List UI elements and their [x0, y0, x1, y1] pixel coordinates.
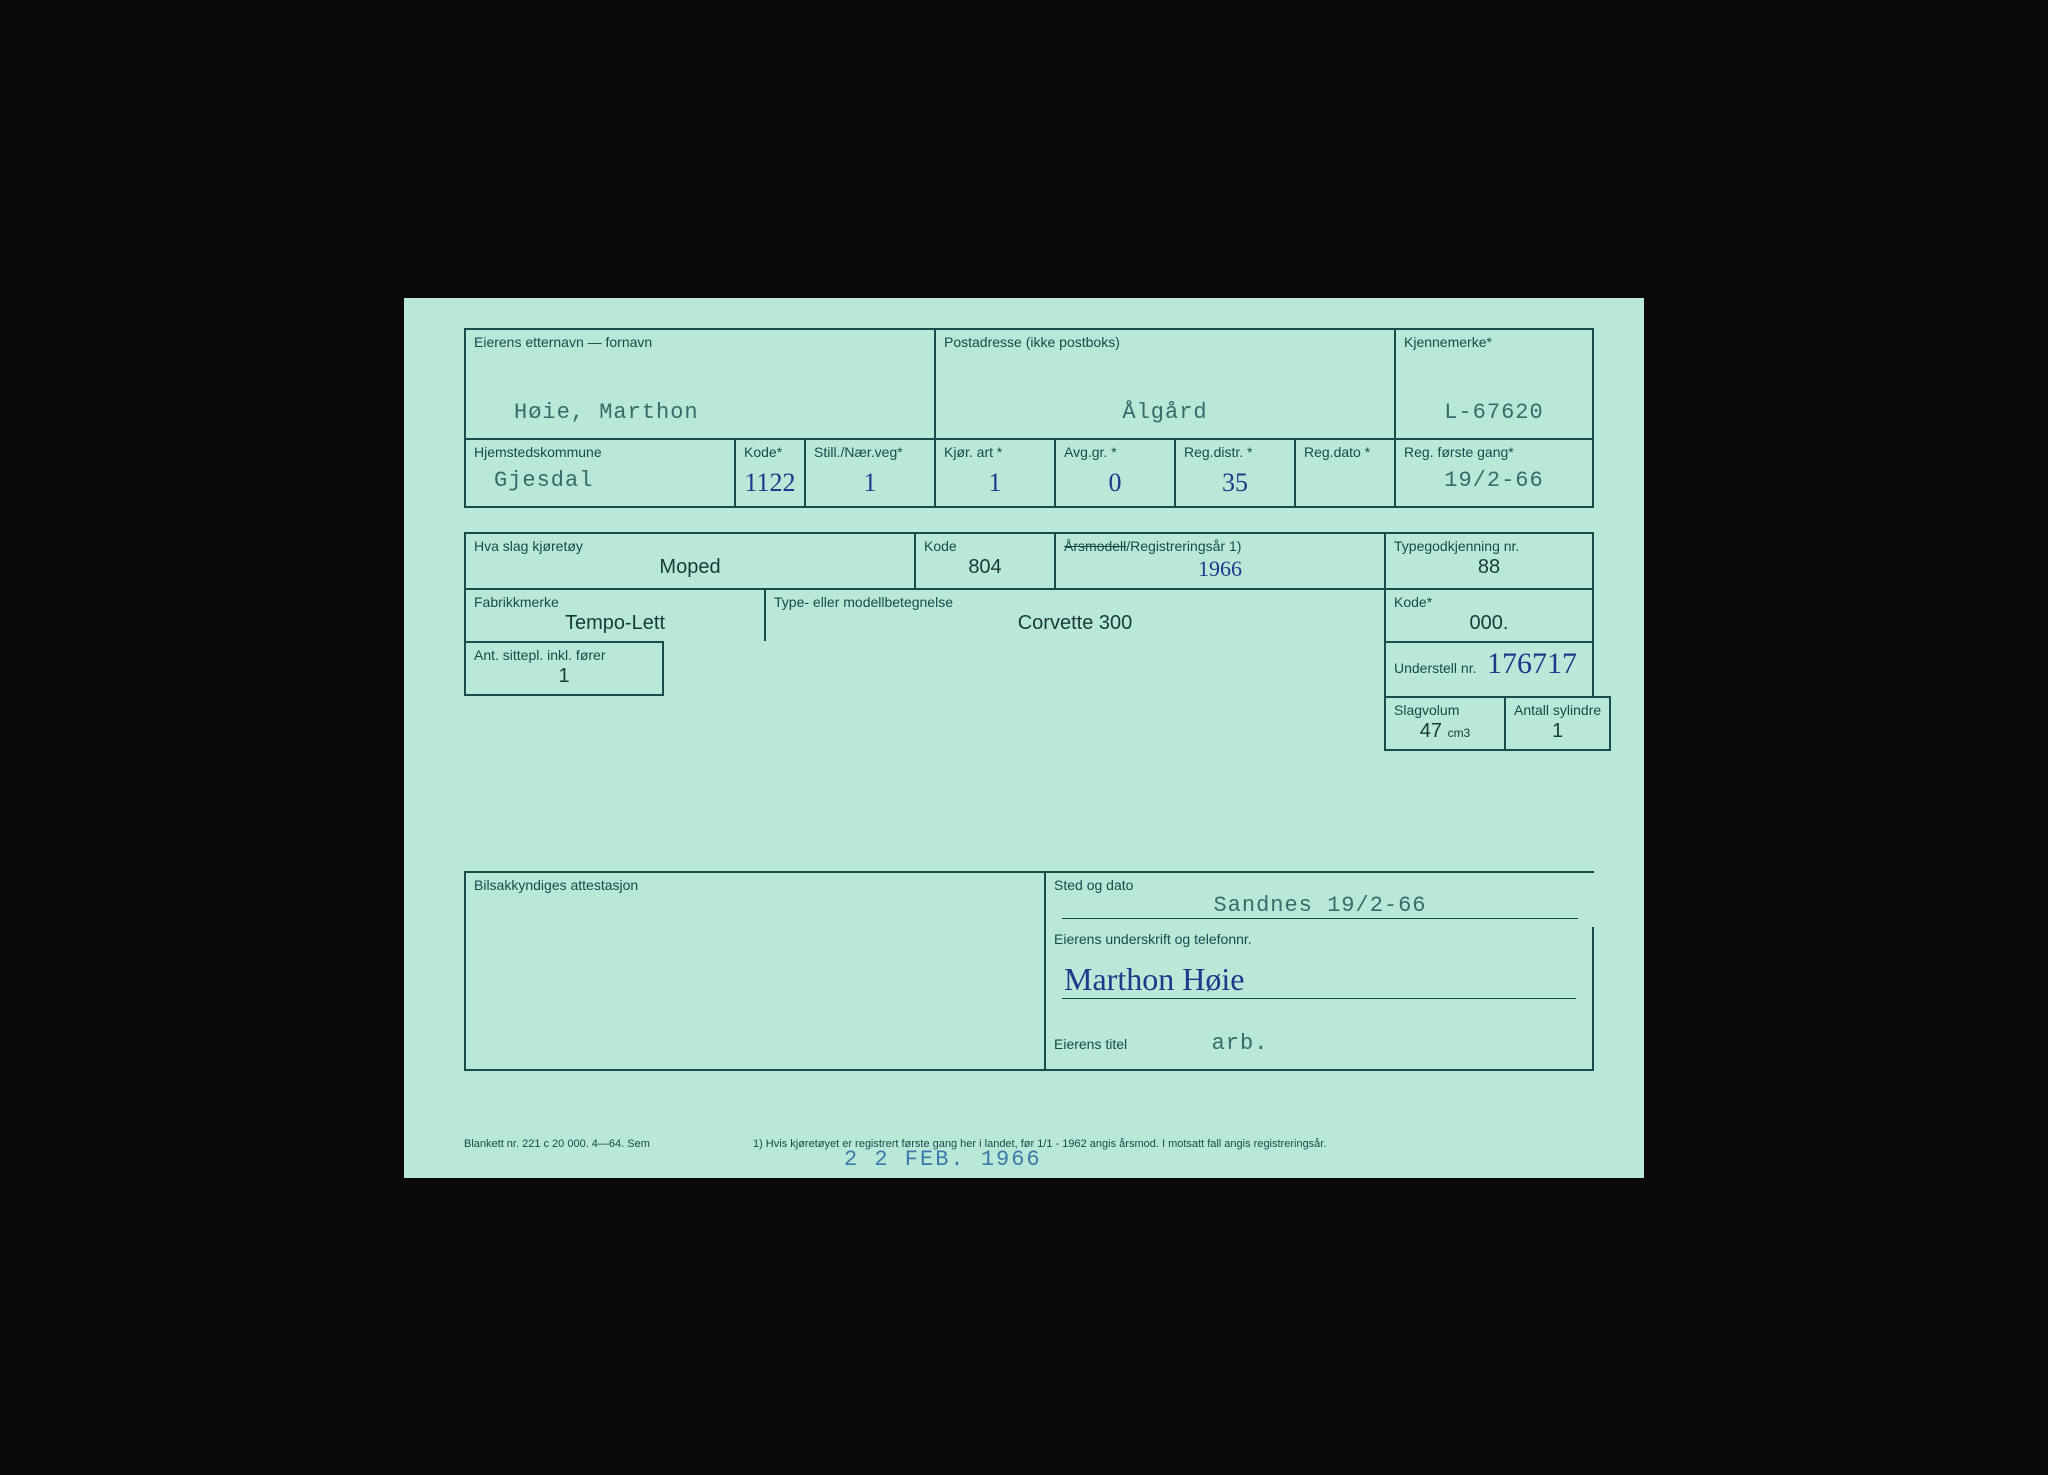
- label-reg-ar: Årsmodell/Registreringsår 1): [1064, 538, 1376, 554]
- value-sted-dato: Sandnes 19/2-66: [1062, 893, 1578, 918]
- label-avg-gr: Avg.gr. *: [1064, 444, 1166, 460]
- label-ant-sitte: Ant. sittepl. inkl. fører: [474, 647, 654, 663]
- value-hjemsted: Gjesdal: [474, 468, 726, 493]
- value-reg-forste: 19/2-66: [1404, 468, 1584, 493]
- label-still: Still./Nær.veg*: [814, 444, 926, 460]
- value-kjennemerke: L-67620: [1404, 400, 1584, 425]
- field-avg-gr: Avg.gr. * 0: [1054, 438, 1174, 508]
- value-kjor-art: 1: [944, 468, 1046, 498]
- value-owner-name: Høie, Marthon: [474, 400, 926, 425]
- label-slagvolum: Slagvolum: [1394, 702, 1496, 718]
- section-attestation: Bilsakkyndiges attestasjon Sted og dato …: [464, 871, 1594, 1071]
- value-fabrikk: Tempo-Lett: [474, 612, 756, 635]
- registration-card: Eierens etternavn — fornavn Høie, Martho…: [404, 298, 1644, 1178]
- field-kode: Kode* 1122: [734, 438, 804, 508]
- label-type-modell: Type- eller modellbetegnelse: [774, 594, 1376, 610]
- label-reg-distr: Reg.distr. *: [1184, 444, 1286, 460]
- field-fabrikk: Fabrikkmerke Tempo-Lett: [464, 588, 764, 641]
- label-fabrikk: Fabrikkmerke: [474, 594, 756, 610]
- field-reg-forste: Reg. første gang* 19/2-66: [1394, 438, 1594, 508]
- label-hva-slag: Hva slag kjøretøy: [474, 538, 906, 554]
- value-reg-distr: 35: [1184, 468, 1286, 498]
- label-eier-under: Eierens underskrift og telefonnr.: [1054, 931, 1584, 947]
- value-post-address: Ålgård: [944, 400, 1386, 425]
- label-post-address: Postadresse (ikke postboks): [944, 334, 1386, 350]
- value-ant-sitte: 1: [474, 665, 654, 688]
- field-reg-dato: Reg.dato *: [1294, 438, 1394, 508]
- value-typegodk: 88: [1394, 556, 1584, 579]
- field-kode2: Kode 804: [914, 532, 1054, 588]
- date-stamp: 2 2 FEB. 1966: [844, 1147, 1042, 1172]
- field-sted-dato: Sted og dato Sandnes 19/2-66: [1044, 871, 1594, 927]
- field-ant-syl: Antall sylindre 1: [1504, 696, 1611, 751]
- value-hva-slag: Moped: [474, 556, 906, 579]
- field-type-modell: Type- eller modellbetegnelse Corvette 30…: [764, 588, 1384, 641]
- value-avg-gr: 0: [1064, 468, 1166, 498]
- field-slagvolum: Slagvolum 47 cm3: [1384, 696, 1504, 751]
- label-kjennemerke: Kjennemerke*: [1404, 334, 1584, 350]
- label-reg-dato: Reg.dato *: [1304, 444, 1386, 460]
- field-eier-under: Eierens underskrift og telefonnr. Martho…: [1044, 927, 1594, 1027]
- field-kjor-art: Kjør. art * 1: [934, 438, 1054, 508]
- field-eier-titel: Eierens titel arb.: [1044, 1027, 1594, 1071]
- value-understell: 176717: [1487, 647, 1577, 680]
- label-sted-dato: Sted og dato: [1054, 877, 1586, 893]
- label-hjemsted: Hjemstedskommune: [474, 444, 726, 460]
- label-kode: Kode*: [744, 444, 796, 460]
- label-eier-titel: Eierens titel: [1054, 1036, 1127, 1052]
- field-bilsakk: Bilsakkyndiges attestasjon: [464, 871, 1044, 1071]
- value-still: 1: [814, 468, 926, 498]
- field-kjennemerke: Kjennemerke* L-67620: [1394, 328, 1594, 438]
- label-understell: Understell nr.: [1394, 660, 1476, 676]
- field-ant-sitte: Ant. sittepl. inkl. fører 1: [464, 641, 664, 696]
- value-slagvolum: 47 cm3: [1394, 720, 1496, 743]
- field-reg-ar: Årsmodell/Registreringsår 1) 1966: [1054, 532, 1384, 588]
- field-still: Still./Nær.veg* 1: [804, 438, 934, 508]
- label-kode2: Kode: [924, 538, 1046, 554]
- label-reg-forste: Reg. første gang*: [1404, 444, 1584, 460]
- value-kode3: 000.: [1394, 612, 1584, 635]
- footnote-blankett: Blankett nr. 221 c 20 000. 4—64. Sem: [464, 1138, 650, 1150]
- value-ant-syl: 1: [1514, 720, 1601, 743]
- value-eier-titel: arb.: [1212, 1031, 1269, 1056]
- label-ant-syl: Antall sylindre: [1514, 702, 1601, 718]
- field-hva-slag: Hva slag kjøretøy Moped: [464, 532, 914, 588]
- field-understell: Understell nr. 176717: [1384, 641, 1594, 696]
- field-typegodk: Typegodkjenning nr. 88: [1384, 532, 1594, 588]
- label-kode3: Kode*: [1394, 594, 1584, 610]
- value-signature: Marthon Høie: [1054, 961, 1584, 998]
- field-reg-distr: Reg.distr. * 35: [1174, 438, 1294, 508]
- field-hjemsted: Hjemstedskommune Gjesdal: [464, 438, 734, 508]
- section-vehicle: Hva slag kjøretøy Moped Kode 804 Årsmode…: [464, 532, 1594, 751]
- section-owner: Eierens etternavn — fornavn Høie, Martho…: [464, 328, 1594, 508]
- label-owner-name: Eierens etternavn — fornavn: [474, 334, 926, 350]
- value-reg-ar: 1966: [1064, 556, 1376, 582]
- value-kode2: 804: [924, 556, 1046, 579]
- value-type-modell: Corvette 300: [774, 612, 1376, 635]
- field-kode3: Kode* 000.: [1384, 588, 1594, 641]
- label-typegodk: Typegodkjenning nr.: [1394, 538, 1584, 554]
- value-kode: 1122: [744, 468, 796, 498]
- field-post-address: Postadresse (ikke postboks) Ålgård: [934, 328, 1394, 438]
- field-owner-name: Eierens etternavn — fornavn Høie, Martho…: [464, 328, 934, 438]
- label-bilsakk: Bilsakkyndiges attestasjon: [474, 877, 1036, 893]
- label-kjor-art: Kjør. art *: [944, 444, 1046, 460]
